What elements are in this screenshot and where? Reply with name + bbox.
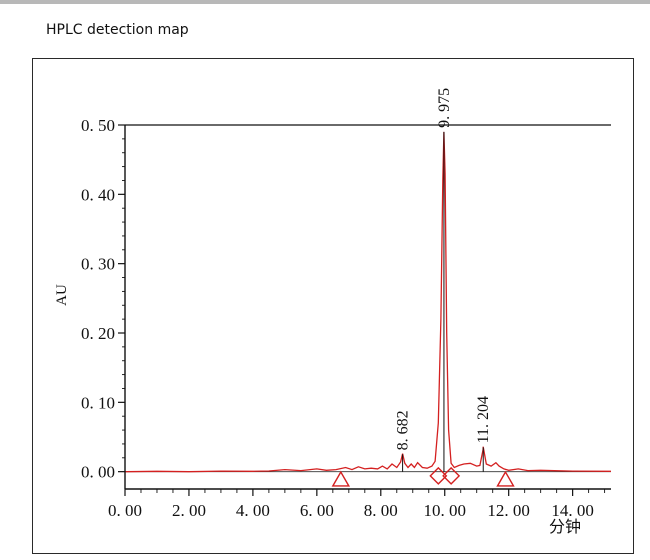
- y-tick-label: 0. 40: [81, 185, 115, 204]
- x-tick-label: 2. 00: [172, 501, 206, 520]
- series-layer: [124, 131, 612, 473]
- triangle-marker: [331, 470, 351, 487]
- y-axis-label: AU: [54, 284, 70, 306]
- peak-label: 9. 975: [436, 88, 453, 128]
- x-tick-label: 0. 00: [108, 501, 142, 520]
- chart-frame: [32, 58, 634, 554]
- axes-layer: 0. 00 0. 10 0. 20 0. 30 0. 40 0. 50 0. 00 2. 00…: [54, 116, 611, 536]
- diamond-marker: [429, 466, 448, 485]
- diamond-marker: [442, 466, 461, 485]
- x-tick-label: 14. 00: [551, 501, 594, 520]
- y-tick-label: 0. 10: [81, 393, 115, 412]
- figure-caption: HPLC detection map: [46, 22, 189, 38]
- peak-label: 11. 204: [475, 396, 492, 443]
- y-tick-label: 0. 20: [81, 324, 115, 343]
- x-tick-label: 8. 00: [364, 501, 398, 520]
- x-tick-label: 10. 00: [423, 501, 466, 520]
- y-tick-label: 0. 50: [81, 116, 115, 135]
- series-line: [124, 131, 612, 473]
- x-axis-label: 分钟: [549, 518, 581, 536]
- x-tick-label: 6. 00: [300, 501, 334, 520]
- x-tick-label: 12. 00: [487, 501, 530, 520]
- top-rule: [0, 0, 650, 4]
- peak-label-layer: 8. 682 9. 975 11. 204: [395, 88, 492, 472]
- y-tick-label: 0. 30: [81, 255, 115, 274]
- markers-layer: [331, 466, 515, 487]
- triangle-marker: [496, 470, 515, 487]
- peak-label: 8. 682: [395, 410, 412, 450]
- y-tick-label: 0. 00: [81, 463, 115, 482]
- x-tick-label: 4. 00: [236, 501, 270, 520]
